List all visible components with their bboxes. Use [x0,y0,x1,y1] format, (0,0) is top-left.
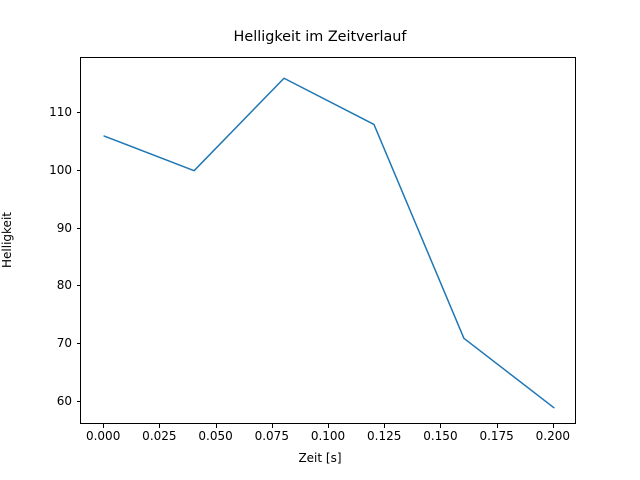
y-tick-label: 80 [56,278,72,293]
y-tick-mark [76,169,80,171]
x-tick-mark [215,424,217,428]
y-tick-label: 60 [56,393,72,408]
y-tick-mark [76,285,80,287]
y-tick-mark [76,400,80,402]
x-tick-label: 0.000 [85,429,121,443]
x-tick-label: 0.175 [479,429,514,443]
x-tick-label: 0.025 [142,429,177,443]
x-tick-label: 0.125 [367,429,402,443]
x-tick-mark [271,424,273,428]
x-tick-mark [103,424,105,428]
x-tick-mark [552,424,554,428]
x-tick-label: 0.075 [254,429,289,443]
x-tick-mark [440,424,442,428]
y-tick-label: 100 [49,162,72,177]
chart-title: Helligkeit im Zeitverlauf [233,29,407,45]
plot-area [80,57,576,424]
y-tick-mark [76,227,80,229]
x-tick-mark [384,424,386,428]
x-tick-label: 0.050 [198,429,233,443]
x-tick-label: 0.100 [310,429,346,443]
x-tick-mark [159,424,161,428]
y-tick-mark [76,111,80,113]
x-tick-mark [496,424,498,428]
y-tick-mark [76,343,80,345]
line-series-svg [103,77,555,409]
y-tick-label: 70 [56,336,72,351]
y-tick-label: 110 [49,104,72,119]
x-axis-label: Zeit [s] [298,451,342,465]
x-tick-mark [328,424,329,428]
series-line-helligkeit [103,77,555,409]
x-tick-label: 0.150 [423,429,458,443]
x-tick-label: 0.200 [535,429,571,443]
y-tick-label: 90 [56,220,72,235]
y-axis-label: Helligkeit [0,212,14,268]
